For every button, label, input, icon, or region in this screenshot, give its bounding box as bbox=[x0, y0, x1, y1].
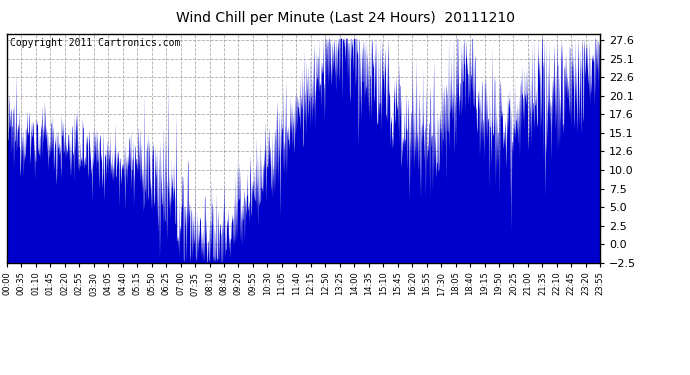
Text: Wind Chill per Minute (Last 24 Hours)  20111210: Wind Chill per Minute (Last 24 Hours) 20… bbox=[175, 11, 515, 25]
Text: Copyright 2011 Cartronics.com: Copyright 2011 Cartronics.com bbox=[10, 38, 180, 48]
